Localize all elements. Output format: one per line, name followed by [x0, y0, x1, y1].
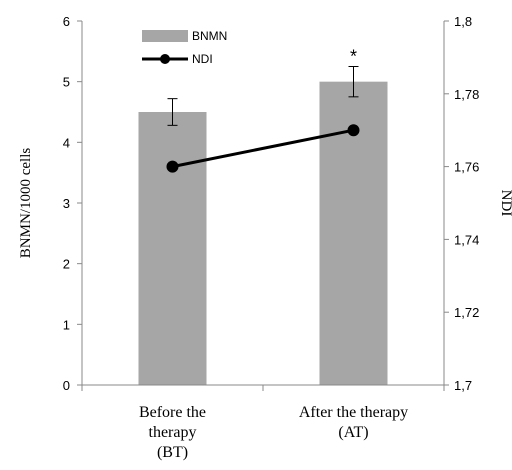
line-layer	[166, 124, 360, 173]
y-right-tick-label: 1,78	[454, 87, 479, 102]
legend-ndi-label: NDI	[192, 52, 213, 66]
bars-layer: *	[138, 47, 388, 386]
y-left-tick-label: 4	[63, 135, 70, 150]
ndi-point	[166, 160, 179, 173]
x-tick-label-line: therapy	[149, 424, 197, 441]
significance-marker: *	[350, 47, 357, 67]
axes-layer: 0 1 2 3 4 5 6 1,7 1,72 1,74 1,76 1,78 1,8 Before the t…	[63, 14, 480, 461]
y-right-tick-label: 1,72	[454, 305, 479, 320]
y-left-tick-label: 0	[63, 378, 70, 393]
y-right-tick-label: 1,74	[454, 232, 479, 247]
legend-bnmn-swatch	[142, 30, 188, 42]
y-right-tick-label: 1,8	[454, 14, 472, 29]
legend-bnmn-label: BNMN	[192, 29, 227, 43]
y-left-tick-label: 2	[63, 257, 70, 272]
ndi-point	[347, 124, 360, 137]
x-tick-label-line: After the therapy	[299, 404, 408, 421]
x-tick-label-line: (AT)	[338, 424, 368, 441]
y-axis-left-title: BNMN/1000 cells	[18, 148, 34, 259]
x-tick-label-line: Before the	[139, 404, 206, 421]
y-right-tick-label: 1,7	[454, 378, 472, 393]
y-right-tick-label: 1,76	[454, 160, 479, 175]
x-tick-label: Before the therapy (BT)	[139, 404, 206, 461]
y-left-tick-label: 3	[63, 196, 70, 211]
y-left-tick-label: 6	[63, 14, 70, 29]
legend-ndi-marker	[160, 54, 170, 64]
bar	[138, 112, 207, 385]
x-tick-label-line: (BT)	[157, 444, 188, 461]
y-left-tick-label: 5	[63, 75, 70, 90]
legend: BNMN NDI	[142, 29, 227, 66]
y-axis-right-title: NDI	[498, 190, 512, 217]
y-left-tick-label: 1	[63, 317, 70, 332]
ndi-line	[172, 128, 354, 169]
x-tick-label: After the therapy (AT)	[299, 404, 408, 441]
